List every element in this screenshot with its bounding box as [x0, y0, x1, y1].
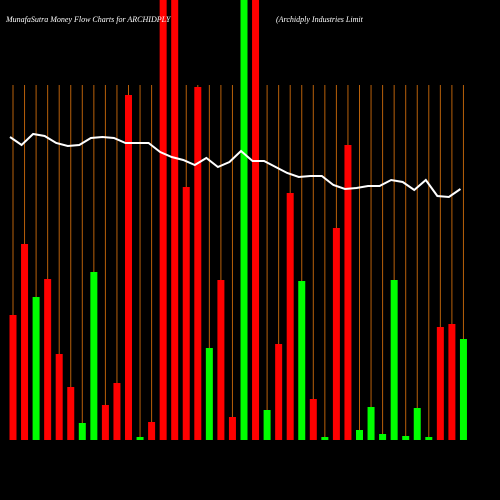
- bar: [379, 434, 387, 440]
- bar: [78, 423, 86, 440]
- chart-title: MunafaSutra Money Flow Charts for ARCHID…: [5, 15, 172, 24]
- bar: [402, 436, 410, 440]
- bar: [252, 0, 260, 440]
- bar: [448, 324, 456, 440]
- bar: [67, 387, 75, 440]
- bar: [159, 0, 167, 440]
- bar: [136, 437, 144, 440]
- bar: [390, 280, 398, 440]
- bar: [240, 0, 248, 440]
- bar: [332, 228, 340, 440]
- bar: [90, 272, 98, 440]
- bar: [367, 407, 375, 440]
- bar: [217, 280, 225, 440]
- bar: [9, 315, 17, 440]
- bar: [425, 437, 433, 440]
- bar: [298, 281, 306, 440]
- bar: [356, 430, 363, 440]
- bar: [344, 145, 352, 440]
- bar: [182, 187, 190, 440]
- bar: [286, 193, 294, 440]
- bar: [21, 244, 29, 440]
- bar: [321, 437, 329, 440]
- chart-subtitle: (Archidply Industries Limit: [276, 15, 364, 24]
- bar: [55, 354, 63, 440]
- bar: [263, 410, 271, 440]
- bar: [309, 399, 317, 440]
- bar: [205, 348, 213, 440]
- bar: [113, 383, 121, 440]
- bar: [436, 327, 444, 440]
- bar: [125, 95, 132, 440]
- bar: [228, 417, 236, 440]
- flow-line: [9, 132, 462, 199]
- bar: [275, 344, 283, 440]
- bar: [148, 422, 156, 440]
- bar: [413, 408, 421, 440]
- bar: [44, 279, 52, 440]
- bar: [194, 87, 202, 440]
- bar: [32, 297, 40, 440]
- bar: [101, 405, 109, 440]
- bar: [171, 0, 179, 440]
- bar: [459, 339, 467, 440]
